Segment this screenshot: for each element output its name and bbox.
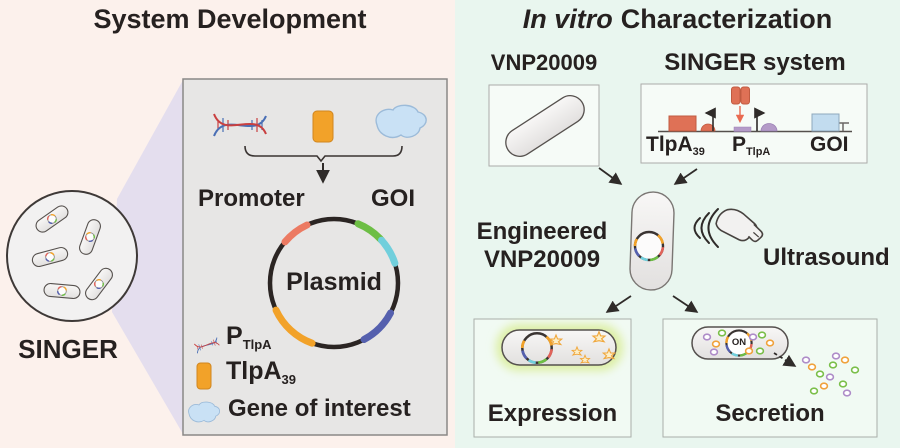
engineered-bacterium xyxy=(629,191,675,291)
tlpa39-sub: 39 xyxy=(281,371,297,387)
tlpa39-main: TlpA xyxy=(226,357,282,385)
ptlpa-main: P xyxy=(226,322,243,350)
title-italic-part: In vitro xyxy=(522,4,613,34)
singer-system-label: SINGER system xyxy=(664,49,846,76)
on-state-label: ON xyxy=(731,337,747,348)
singer-label: SINGER xyxy=(18,334,118,364)
circuit-tlpa39-sub: 39 xyxy=(692,146,705,159)
vnp20009-label: VNP20009 xyxy=(490,50,598,75)
title-rest-part: Characterization xyxy=(620,4,833,34)
engineered-line2: VNP20009 xyxy=(483,246,601,274)
ultrasound-transducer-icon xyxy=(715,208,764,243)
zoom-beam xyxy=(112,80,183,434)
legend-tlpa39-label: TlpA39 xyxy=(226,357,297,387)
gene-circuit xyxy=(658,86,852,133)
circuit-goi-label: GOI xyxy=(810,133,849,156)
secreted-proteins xyxy=(801,352,860,397)
left-panel-title: System Development xyxy=(93,4,367,34)
expression-label: Expression xyxy=(487,400,618,427)
tlpa-dimer-icon xyxy=(740,86,750,105)
legend-ptlpa-label: PTlpA xyxy=(226,322,272,352)
plasmid-map xyxy=(267,216,401,350)
purple-protein-icon xyxy=(760,123,778,132)
circuit-ptlpa-main: P xyxy=(732,133,747,156)
promoter-arrow-left xyxy=(704,107,716,131)
secretion-arrow xyxy=(773,352,797,367)
goi-gene-block xyxy=(811,113,840,132)
plasmid-label: Plasmid xyxy=(286,268,382,296)
promoter-label: Promoter xyxy=(198,185,305,212)
tlpa39-gene-block xyxy=(668,115,697,132)
promoter-arrow-right xyxy=(754,107,766,131)
legend-tlpa39-icon xyxy=(196,362,212,390)
tlpa39-gene-icon xyxy=(312,110,334,143)
right-panel-title: In vitro Characterization xyxy=(460,4,895,35)
arrow-to-secretion xyxy=(672,295,699,313)
circuit-ptlpa-label: PTlpA xyxy=(732,133,771,159)
goi-label: GOI xyxy=(371,185,416,212)
secreting-bacterium xyxy=(691,326,860,397)
tlpa-dimer-icon xyxy=(731,86,741,105)
expressing-bacterium xyxy=(496,324,623,371)
circuit-tlpa39-label: TlpA39 xyxy=(646,133,705,159)
tlpa-protein-icon xyxy=(700,123,716,132)
vnp20009-bacterium xyxy=(505,95,585,157)
legend-goi-label: Gene of interest xyxy=(228,395,411,422)
engineered-vnp-label: Engineered VNP20009 xyxy=(462,218,622,275)
ptlpa-sub: TlpA xyxy=(242,336,272,352)
circuit-ptlpa-sub: TlpA xyxy=(746,146,771,159)
arrow-to-expression xyxy=(605,295,632,313)
ultrasound-label: Ultrasound xyxy=(763,244,890,271)
arrow-singer-to-engineered xyxy=(673,168,698,185)
engineered-line1: Engineered xyxy=(476,218,608,245)
ptlpa-operator-block xyxy=(733,126,752,132)
arrow-vnp-to-engineered xyxy=(598,167,623,185)
petri-dish xyxy=(6,190,138,322)
grouping-brace xyxy=(244,145,403,163)
circuit-tlpa39-main: TlpA xyxy=(646,133,693,156)
intracellular-proteins xyxy=(702,329,775,356)
ultrasound-waves-icon xyxy=(693,208,719,248)
secretion-label: Secretion xyxy=(715,400,825,427)
